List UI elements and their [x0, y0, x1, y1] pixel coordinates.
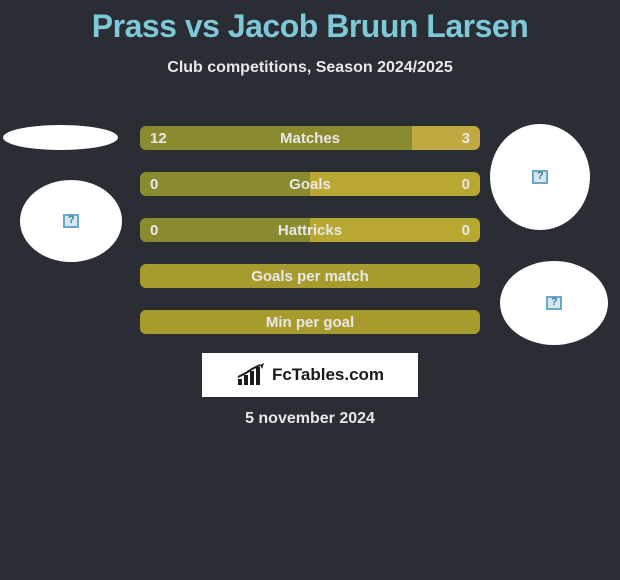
player-right-avatar: [490, 124, 590, 230]
date-text: 5 november 2024: [0, 410, 620, 428]
chart-icon: [236, 363, 268, 387]
bar-label: Matches: [140, 130, 480, 147]
fctables-text: FcTables.com: [272, 365, 384, 385]
bar-label: Min per goal: [140, 314, 480, 331]
image-placeholder-icon: [63, 214, 79, 228]
bar-label: Hattricks: [140, 222, 480, 239]
image-placeholder-icon: [532, 170, 548, 184]
stat-bar: 00Hattricks: [140, 218, 480, 242]
comparison-bars: 123Matches 00Goals 00Hattricks Goals per ma…: [140, 126, 480, 356]
player-left-avatar: [20, 180, 122, 262]
bar-label: Goals per match: [140, 268, 480, 285]
stat-bar: Min per goal: [140, 310, 480, 334]
stat-bar: 00Goals: [140, 172, 480, 196]
fctables-badge: FcTables.com: [202, 353, 418, 397]
stat-bar: 123Matches: [140, 126, 480, 150]
decorative-ellipse: [3, 125, 118, 150]
comparison-title: Prass vs Jacob Bruun Larsen: [0, 0, 620, 45]
bar-label: Goals: [140, 176, 480, 193]
stat-bar: Goals per match: [140, 264, 480, 288]
image-placeholder-icon: [546, 296, 562, 310]
team-right-avatar: [500, 261, 608, 345]
comparison-subtitle: Club competitions, Season 2024/2025: [0, 59, 620, 77]
